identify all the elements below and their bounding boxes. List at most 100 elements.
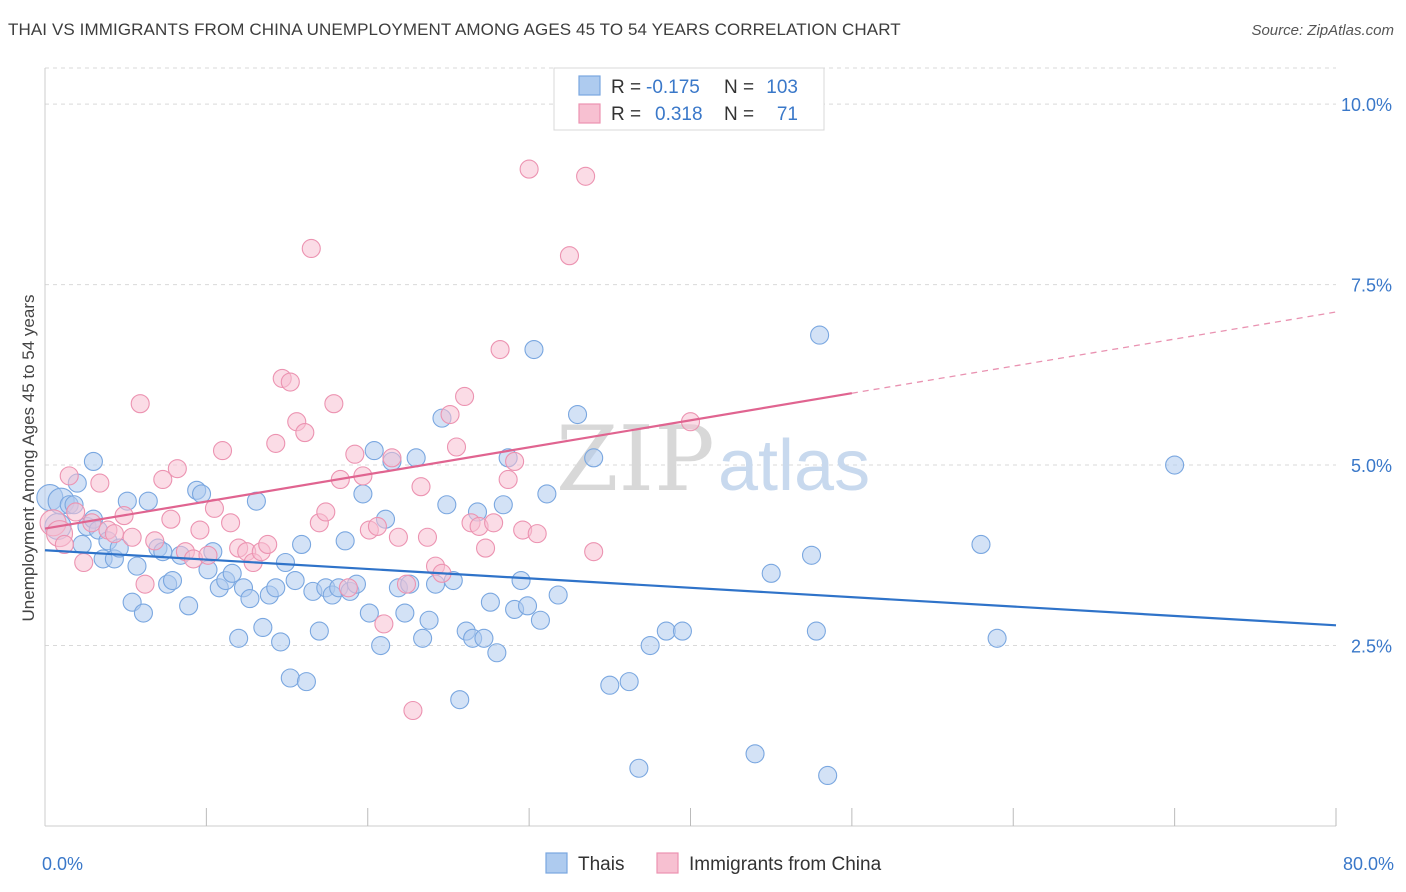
china-point xyxy=(490,339,510,360)
china-point xyxy=(190,520,210,540)
thais-point xyxy=(619,672,639,692)
thais-point xyxy=(600,675,620,695)
stats-n-value-china: 71 xyxy=(777,104,798,125)
china-point xyxy=(498,469,518,490)
china-point xyxy=(221,513,241,533)
thais-point xyxy=(406,448,426,468)
thais-point xyxy=(487,643,507,663)
thais-point xyxy=(656,621,676,641)
thais-point xyxy=(296,672,316,692)
thais-point xyxy=(517,596,538,616)
thais-point xyxy=(745,744,765,764)
legend-label-china: Immigrants from China xyxy=(689,854,882,875)
china-point xyxy=(505,451,525,471)
china-point xyxy=(388,527,408,547)
grid-lines xyxy=(45,67,1336,647)
thais-point xyxy=(133,603,153,623)
watermark-atlas: atlas xyxy=(718,426,870,506)
thais-point xyxy=(127,556,147,576)
y-tick-label: 5.0% xyxy=(1351,456,1392,476)
y-tick-labels: 2.5% 5.0% 7.5% 10.0% xyxy=(1341,95,1392,656)
thais-point xyxy=(806,621,826,641)
china-point xyxy=(104,524,124,544)
y-tick-label: 7.5% xyxy=(1351,276,1392,296)
china-point xyxy=(135,574,155,594)
china-point xyxy=(440,404,460,425)
china-point xyxy=(446,437,467,457)
china-point xyxy=(584,542,604,562)
legend-swatch-thais xyxy=(545,852,568,874)
china-point xyxy=(74,552,94,573)
china-point xyxy=(519,159,539,179)
thais-point xyxy=(511,571,531,591)
thais-point xyxy=(437,495,457,515)
thais-point xyxy=(810,325,830,345)
thais-point xyxy=(309,621,329,641)
thais-point xyxy=(359,603,379,623)
china-trend-line-extension xyxy=(851,311,1337,394)
thais-point xyxy=(292,534,312,555)
thais-point xyxy=(629,758,649,778)
stats-r-label-china: R = xyxy=(611,104,641,125)
thais-point xyxy=(266,578,286,598)
legend-swatch-china xyxy=(656,852,679,874)
china-point xyxy=(266,433,286,453)
thais-point xyxy=(229,628,249,648)
thais-point xyxy=(285,571,305,591)
stats-r-value-china: 0.318 xyxy=(655,104,703,125)
china-trend-line xyxy=(44,392,853,530)
thais-point xyxy=(395,603,415,623)
china-point xyxy=(576,166,596,186)
thais-point xyxy=(537,484,557,504)
thais-point xyxy=(240,589,260,609)
x-tick-label-max: 80.0% xyxy=(1343,854,1394,874)
thais-point xyxy=(83,451,103,471)
stats-legend-swatch-thais xyxy=(578,75,601,96)
watermark: ZIP atlas xyxy=(556,407,870,512)
y-tick-label: 10.0% xyxy=(1341,95,1392,115)
china-point xyxy=(367,516,387,536)
china-point xyxy=(345,444,365,464)
thais-point xyxy=(640,635,660,656)
thais-point xyxy=(567,404,588,425)
china-point xyxy=(324,394,344,414)
stats-n-value-thais: 103 xyxy=(766,77,798,98)
thais-point xyxy=(364,441,384,461)
thais-point xyxy=(801,545,822,565)
thais-point xyxy=(1165,455,1185,475)
china-point xyxy=(417,527,438,547)
thais-point xyxy=(222,563,242,583)
china-point xyxy=(161,509,181,529)
thais-point xyxy=(280,668,300,688)
thais-point xyxy=(971,534,991,555)
thais-point xyxy=(138,491,158,511)
thais-point xyxy=(548,585,568,605)
china-point xyxy=(66,502,86,522)
y-axis-label: Unemployment Among Ages 45 to 54 years xyxy=(19,295,38,622)
china-point xyxy=(280,372,300,392)
china-point xyxy=(396,574,417,594)
thais-point xyxy=(480,592,500,612)
thais-point xyxy=(413,628,433,648)
thais-point xyxy=(162,571,183,591)
china-point xyxy=(167,459,187,479)
source-credit: Source: ZipAtlas.com xyxy=(1251,22,1394,39)
thais-point xyxy=(179,596,199,616)
thais-point xyxy=(987,628,1007,648)
china-point xyxy=(258,534,278,555)
china-point xyxy=(484,513,504,533)
china-point xyxy=(316,502,336,522)
china-point xyxy=(455,386,475,407)
china-point xyxy=(59,466,79,486)
thais-point xyxy=(672,621,692,641)
stats-r-value-thais: -0.175 xyxy=(646,77,700,98)
china-point xyxy=(295,423,315,443)
stats-r-label-thais: R = xyxy=(611,77,641,98)
thais-point xyxy=(524,339,544,360)
thais-point xyxy=(474,628,494,648)
china-point xyxy=(145,531,165,551)
china-point xyxy=(559,246,580,266)
china-point xyxy=(54,534,74,555)
stats-n-label-thais: N = xyxy=(724,77,754,98)
